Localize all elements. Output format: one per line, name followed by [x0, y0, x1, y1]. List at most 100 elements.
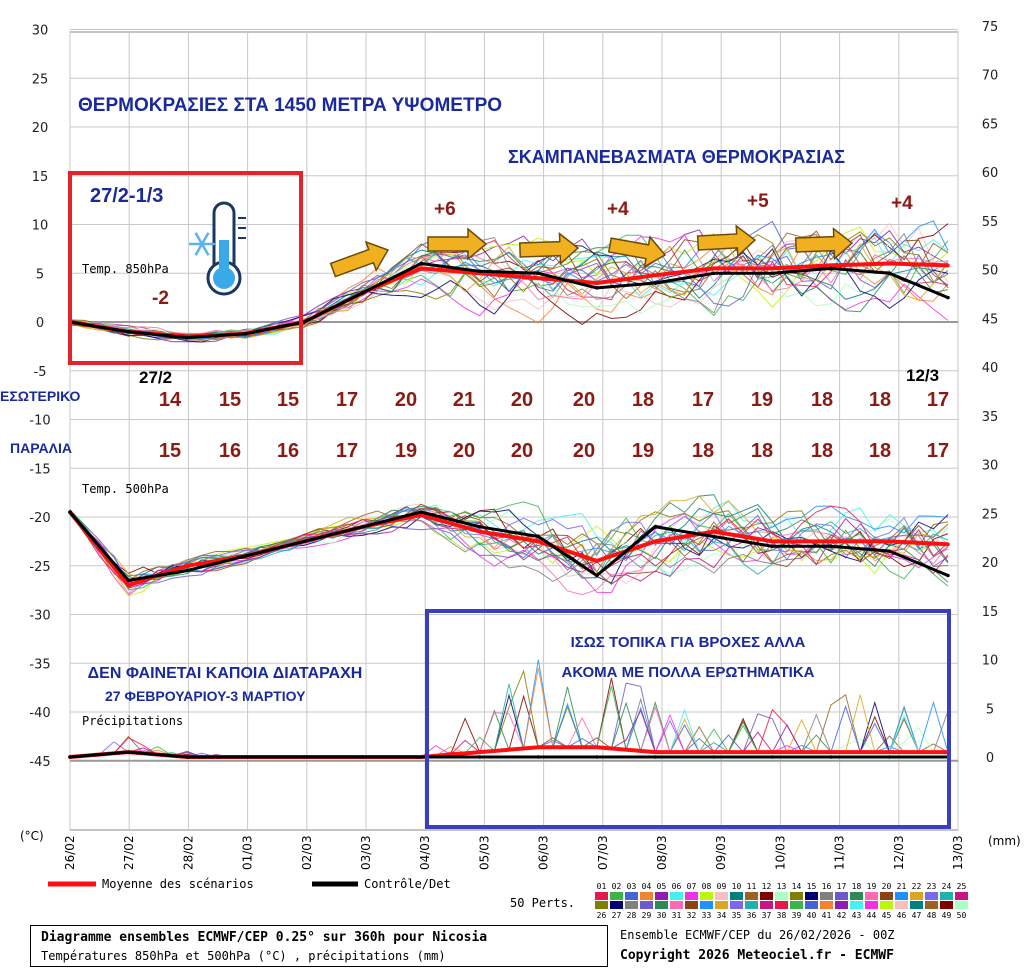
arrow-icon [329, 240, 390, 278]
arrow-icon [607, 235, 667, 268]
pert-number: 19 [867, 882, 877, 891]
right-tick-label: 0 [986, 751, 994, 766]
pert-number: 10 [732, 882, 742, 891]
series-point [653, 524, 658, 529]
pert-swatch [745, 901, 758, 909]
pert-number: 15 [807, 882, 817, 891]
pert-number: 12 [762, 882, 772, 891]
pert-swatch [685, 901, 698, 909]
x-tick-label: 13/03 [951, 835, 965, 870]
series-point [712, 271, 716, 276]
pert-number: 03 [627, 882, 637, 891]
row-value: 20 [394, 389, 418, 411]
pert-number: 11 [747, 882, 757, 891]
arrow-icon [794, 227, 854, 261]
series-point [477, 750, 482, 754]
row-value: 15 [218, 389, 242, 411]
right-tick-label: 55 [982, 215, 999, 230]
day-end-label: 12/3 [906, 366, 940, 385]
pert-number: 38 [777, 911, 787, 920]
series-point [712, 534, 716, 539]
pert-number: 25 [957, 882, 967, 891]
right-tick-label: 15 [982, 605, 999, 620]
series-point [770, 271, 775, 276]
pert-swatch [640, 901, 653, 909]
left-tick-label: -20 [29, 511, 50, 526]
left-tick-label: -35 [29, 657, 50, 672]
pert-swatch [955, 892, 968, 900]
pert-swatch [895, 901, 908, 909]
pert-swatch [730, 901, 743, 909]
x-tick-label: 09/03 [714, 835, 728, 870]
control-line [69, 262, 949, 340]
x-tick-label: 11/03 [833, 835, 847, 870]
rain-note-line2: ΑΚΟΜΑ ΜΕ ΠΟΛΛΑ ΕΡΩΤΗΜΑΤΙΚΑ [561, 664, 815, 681]
disturbance-note-line2: 27 ΦΕΒΡΟΥΑΡΙΟΥ-3 ΜΑΡΤΙΟΥ [105, 688, 306, 704]
member-line [69, 503, 949, 585]
x-tick-label: 28/02 [181, 835, 195, 870]
control-line [69, 750, 948, 759]
legend-mean-label: Moyenne des scénarios [102, 877, 254, 891]
pert-number: 50 [957, 911, 967, 920]
pert-number: 17 [837, 882, 847, 891]
series-point [302, 755, 306, 759]
row-value: 18 [810, 440, 834, 462]
rain-note-line1: ΙΣΩΣ ΤΟΠΙΚΑ ΓΙΑ ΒΡΟΧΕΣ ΑΛΛΑ [570, 634, 806, 651]
series-point [595, 286, 599, 290]
pert-swatch [925, 901, 938, 909]
series-point [536, 539, 541, 544]
series-point [595, 745, 599, 750]
row-value: 16 [218, 440, 242, 462]
pert-swatch [655, 901, 668, 909]
pert-number: 46 [897, 911, 907, 920]
pert-number: 33 [702, 911, 712, 920]
series-point [595, 281, 599, 285]
series-point [887, 755, 892, 759]
pert-swatch [610, 892, 623, 900]
member-line [69, 239, 949, 337]
pert-swatch [595, 892, 608, 900]
series-point [185, 563, 189, 568]
series-point [770, 750, 775, 754]
pert-number: 41 [822, 911, 832, 920]
row-value: 18 [810, 389, 834, 411]
series-point [126, 750, 131, 754]
x-tick-label: 26/02 [63, 835, 77, 870]
left-tick-label: -45 [29, 755, 50, 770]
pert-swatch [910, 892, 923, 900]
pert-number: 48 [927, 911, 937, 920]
row-value: 18 [750, 440, 774, 462]
series-point [68, 755, 72, 759]
series-point [419, 266, 424, 271]
row-value: 18 [868, 389, 892, 411]
right-tick-label: 25 [982, 507, 999, 522]
peak-label: +6 [434, 199, 456, 220]
series-point [68, 510, 72, 514]
pert-number: 28 [627, 911, 637, 920]
row-value: 20 [510, 440, 534, 462]
pert-number: 20 [882, 882, 892, 891]
pert-swatch [670, 892, 683, 900]
left-tick-label: -15 [29, 462, 50, 477]
pert-number: 30 [657, 911, 667, 920]
x-tick-label: 02/03 [300, 835, 314, 870]
series-point [419, 755, 424, 759]
series-point [653, 755, 658, 759]
pert-swatch [640, 892, 653, 900]
series-point [419, 510, 424, 514]
series-point [946, 573, 950, 578]
right-tick-label: 40 [982, 361, 999, 376]
pert-number: 43 [852, 911, 862, 920]
row-value: 16 [276, 440, 300, 462]
pert-swatch [625, 892, 638, 900]
left-tick-label: 0 [36, 316, 44, 331]
series-point [302, 539, 306, 544]
control-line [68, 510, 949, 582]
arrow-icon [518, 232, 580, 266]
pert-swatch [940, 892, 953, 900]
plot-area [69, 31, 959, 831]
pert-swatch [805, 901, 818, 909]
pert-number: 13 [777, 882, 787, 891]
right-tick-label: 65 [982, 117, 999, 132]
row-value: 18 [631, 389, 655, 411]
